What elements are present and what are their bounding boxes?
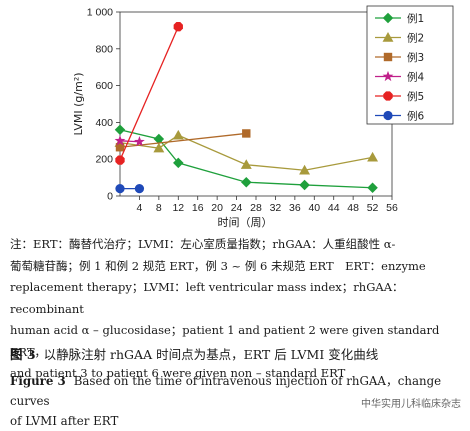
series-1-point — [173, 157, 184, 169]
figure-title-zh: 以静脉注射 rhGAA 时间点为基点，ERT 后 LVMI 变化曲线 — [43, 347, 379, 362]
legend-label: 例6 — [407, 110, 424, 123]
x-axis-title: 时间（周） — [218, 216, 273, 229]
figure-label-en: Figure 3 — [10, 374, 66, 388]
series-6 — [115, 184, 145, 194]
series-2-line — [119, 134, 373, 171]
series-2-point — [240, 159, 252, 169]
x-tick-label: 32 — [270, 202, 282, 214]
legend-items: 例1 例2 例3 例4 例5 例6 — [375, 12, 424, 123]
series-2-point — [172, 129, 184, 140]
x-tick-label: 36 — [289, 202, 301, 214]
y-tick-label: 400 — [95, 117, 113, 129]
legend-label: 例3 — [407, 51, 424, 64]
series-1-point — [153, 133, 165, 145]
series-3-point — [115, 143, 125, 152]
x-tick-label: 40 — [308, 202, 320, 214]
figure-title-en-2: of LVMI after ERT — [10, 414, 119, 428]
series-2-point — [153, 142, 165, 153]
legend-swatch-marker — [382, 12, 394, 24]
series-5-point — [173, 22, 183, 32]
series-6-point — [115, 184, 125, 194]
figure-label-zh: 图 3 — [10, 347, 36, 362]
series-2-point — [367, 151, 379, 162]
legend-swatch-marker — [383, 110, 393, 121]
figure-title-en-1: Based on the time of intravenous injecti… — [10, 374, 442, 408]
x-tick-label: 52 — [367, 202, 379, 214]
journal-watermark: 中华实用儿科临床杂志 — [358, 394, 464, 411]
legend-swatch-marker — [383, 52, 393, 62]
series-1-point — [114, 124, 126, 136]
series-1-point — [367, 182, 378, 193]
series-5 — [115, 22, 183, 165]
note-line-4: human acid α – glucosidase；patient 1 and… — [10, 323, 440, 359]
y-axis-title: LVMI (g/m²) — [72, 72, 85, 135]
series-1-point — [241, 176, 252, 188]
figure-caption-en-line-1: Figure 3 Based on the time of intravenous… — [10, 371, 468, 411]
y-axis-ticks: 0 200 400 600 800 1 000 — [87, 7, 120, 203]
series-1-line — [119, 129, 373, 189]
y-tick-label: 800 — [95, 43, 113, 55]
series-5-point — [115, 155, 125, 165]
legend-frame — [366, 5, 454, 125]
series-4 — [114, 135, 145, 147]
legend-label: 例4 — [407, 71, 424, 84]
note-line-1: 注：ERT：酶替代治疗；LVMI：左心室质量指数；rhGAA：人重组酸性 α- — [10, 237, 396, 251]
x-tick-label: 24 — [231, 202, 243, 214]
y-tick-label: 200 — [95, 154, 113, 166]
series-5-line — [119, 26, 179, 161]
series-4-point — [134, 136, 145, 147]
figure-caption-zh: 图 3 以静脉注射 rhGAA 时间点为基点，ERT 后 LVMI 变化曲线 — [10, 344, 468, 363]
y-tick-label: 600 — [95, 80, 113, 92]
y-tick-label: 1 000 — [87, 7, 113, 19]
x-tick-label: 8 — [156, 202, 162, 214]
series-6-point — [134, 184, 145, 194]
legend: 例1 例2 例3 例4 例5 例6 — [366, 5, 454, 125]
x-tick-label: 28 — [250, 202, 262, 214]
note-line-5: and patient 3 to patient 6 were given no… — [10, 366, 346, 380]
series-layer — [114, 22, 379, 194]
series-1 — [114, 124, 378, 193]
series-3-point — [242, 129, 251, 138]
x-tick-label: 56 — [386, 202, 398, 214]
legend-swatch-marker — [383, 91, 393, 101]
x-axis-ticks: 4 8 12 16 20 24 28 32 36 40 44 48 52 56 — [137, 196, 398, 214]
x-tick-label: 16 — [192, 202, 204, 214]
series-1-point — [299, 179, 310, 191]
figure-note: 注：ERT：酶替代治疗；LVMI：左心室质量指数；rhGAA：人重组酸性 α- … — [10, 234, 468, 385]
x-tick-label: 12 — [172, 202, 184, 214]
series-2-point — [299, 164, 311, 175]
note-line-3: replacement therapy；LVMI：left ventricula… — [10, 280, 404, 316]
note-line-2: 葡萄糖苷酶；例 1 和例 2 规范 ERT，例 3 ~ 例 6 未规范 ERT … — [10, 258, 426, 273]
x-tick-label: 20 — [211, 202, 223, 214]
legend-label: 例1 — [407, 12, 424, 25]
y-tick-label: 0 — [107, 191, 113, 203]
legend-swatch-marker — [382, 70, 394, 82]
x-tick-label: 4 — [137, 202, 143, 214]
legend-swatch-marker — [382, 32, 394, 42]
x-tick-label: 48 — [347, 202, 359, 214]
x-tick-label: 44 — [328, 202, 340, 214]
legend-label: 例5 — [407, 90, 424, 103]
plot-frame — [119, 11, 393, 197]
series-4-point — [114, 135, 126, 146]
legend-label: 例2 — [407, 32, 424, 45]
